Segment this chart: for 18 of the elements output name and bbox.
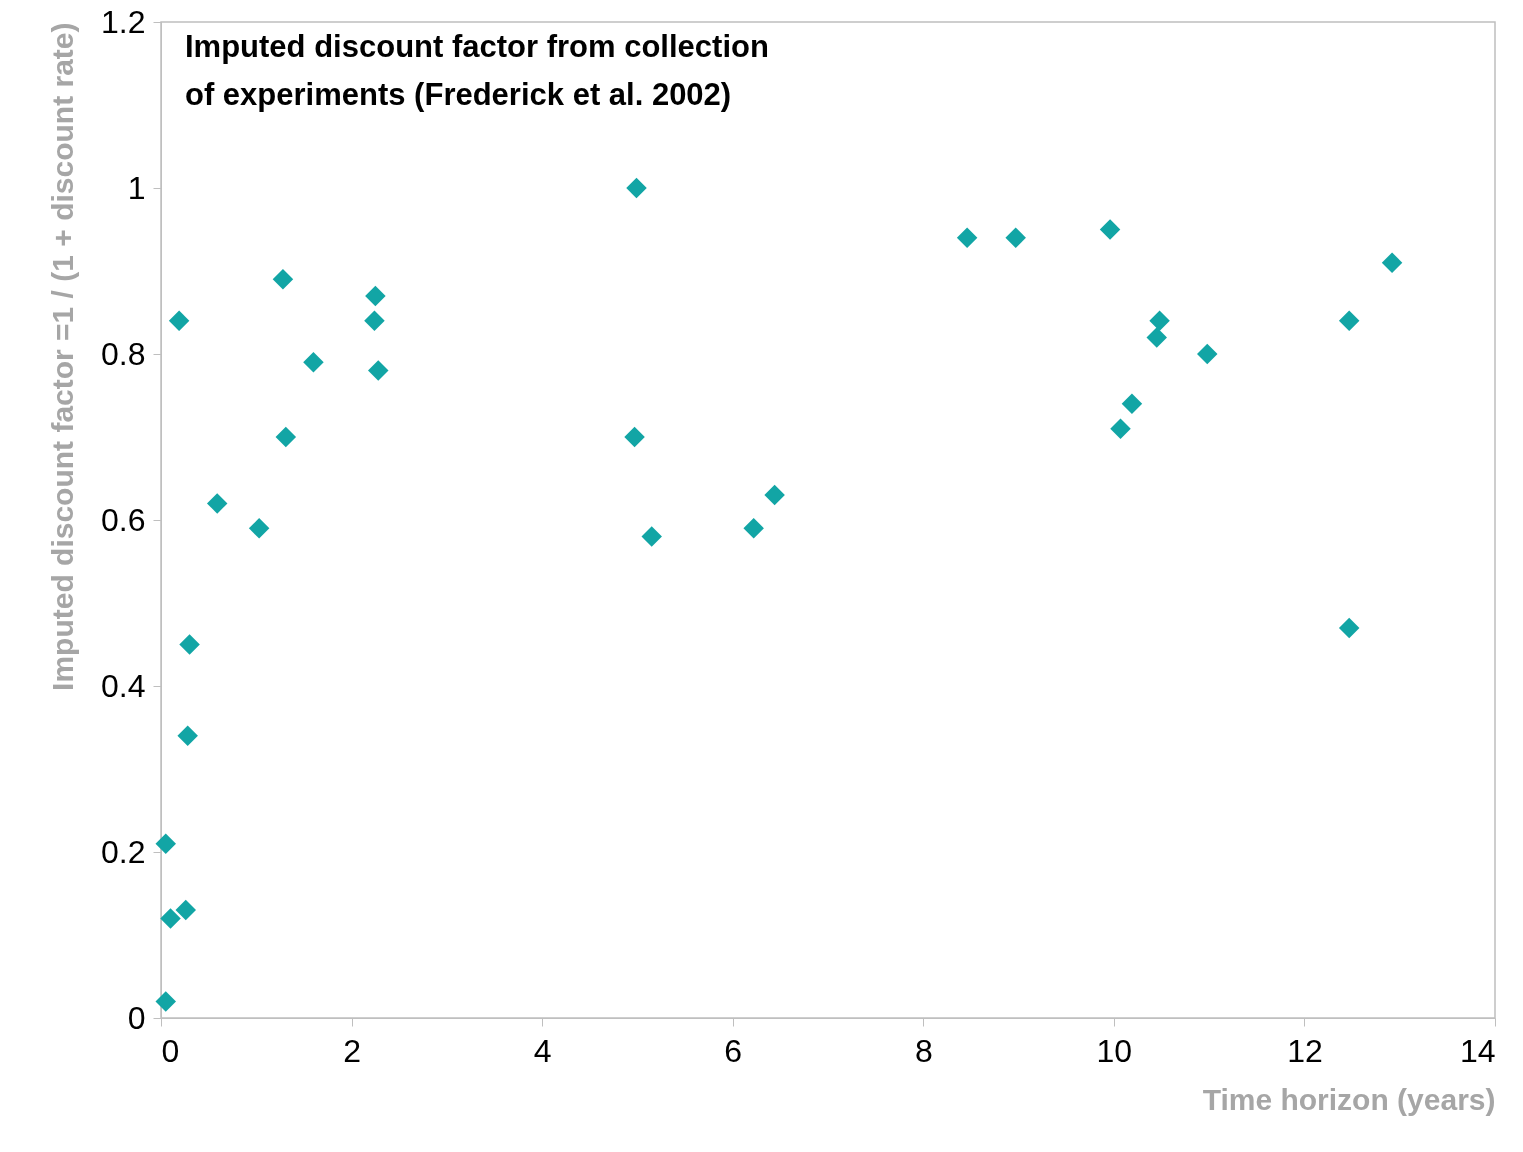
y-tick-label: 0.6 [101, 501, 146, 538]
y-tick-label: 0 [127, 999, 146, 1036]
x-tick-label: 10 [1096, 1032, 1133, 1069]
y-tick-label: 1 [127, 169, 146, 206]
y-axis-title: Imputed discount factor =1 / (1 + discount rate) [46, 22, 80, 691]
x-tick-label: 6 [724, 1032, 743, 1069]
x-tick-label: 12 [1287, 1032, 1323, 1069]
x-tick-label: 2 [343, 1032, 361, 1069]
y-tick-label: 1.2 [101, 3, 146, 40]
y-tick-label: 0.4 [101, 667, 146, 704]
x-tick-label: 8 [914, 1032, 933, 1069]
text: Imputed discount factor from collection of experiments (Frederick et al. 2002) [185, 29, 769, 112]
y-tick-label: 0.8 [101, 335, 146, 372]
x-axis-title: Time horizon (years) [1202, 1082, 1496, 1116]
x-tick-label: 4 [533, 1032, 552, 1069]
x-tick-label: 14 [1459, 1032, 1496, 1069]
x-tick-label: 0 [161, 1032, 180, 1069]
y-tick-label: 0.2 [101, 833, 146, 870]
